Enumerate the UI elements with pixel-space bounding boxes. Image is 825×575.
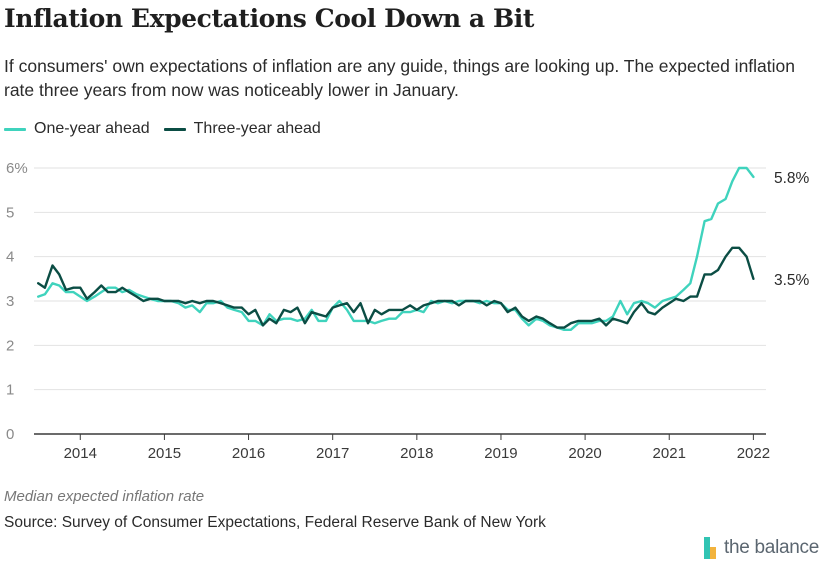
- x-tick-label: 2022: [737, 445, 770, 462]
- y-tick-label: 1: [6, 382, 14, 399]
- logo-text: the balance: [724, 537, 819, 558]
- legend-swatch-three-year: [163, 127, 186, 131]
- y-tick-label: 6%: [6, 160, 28, 177]
- x-tick-label: 2020: [568, 445, 601, 462]
- y-tick-label: 3: [6, 293, 14, 310]
- series-line-one-year: [37, 166, 755, 331]
- x-tick-label: 2021: [653, 445, 686, 462]
- x-tick-label: 2019: [484, 445, 517, 462]
- x-tick-label: 2015: [148, 445, 181, 462]
- legend-item-three-year: Three-year ahead: [163, 120, 321, 138]
- x-tick-label: 2018: [400, 445, 433, 462]
- end-label-three-year: 3.5%: [774, 272, 810, 289]
- y-tick-label: 2: [6, 337, 14, 354]
- legend-label-one-year: One-year ahead: [34, 120, 150, 137]
- legend-item-one-year: One-year ahead: [4, 120, 150, 138]
- legend-swatch-one-year: [4, 127, 26, 131]
- y-tick-label: 0: [6, 426, 14, 443]
- logo-mark-icon: [704, 537, 718, 559]
- legend-label-three-year: Three-year ahead: [193, 120, 321, 137]
- x-tick-label: 2016: [232, 445, 265, 462]
- y-tick-label: 4: [6, 249, 14, 266]
- y-tick-label: 5: [6, 204, 14, 221]
- series-line-three-year: [37, 246, 755, 329]
- line-chart: 0 1 2 3 4 5 6% 2014 2015 2016 2017 2018 2019 2020 2021…: [6, 160, 810, 462]
- chart-source: Source: Survey of Consumer Expectations,…: [4, 514, 546, 531]
- chart-title: Inflation Expectations Cool Down a Bit: [4, 4, 534, 33]
- x-tick-label: 2017: [316, 445, 349, 462]
- end-label-one-year: 5.8%: [774, 170, 810, 187]
- legend: One-year ahead Three-year ahead: [4, 118, 335, 140]
- brand-logo: the balance: [704, 535, 819, 561]
- chart-subtitle: If consumers' own expectations of inflat…: [4, 56, 796, 100]
- x-tick-label: 2014: [64, 445, 97, 462]
- chart-note: Median expected inflation rate: [4, 488, 205, 505]
